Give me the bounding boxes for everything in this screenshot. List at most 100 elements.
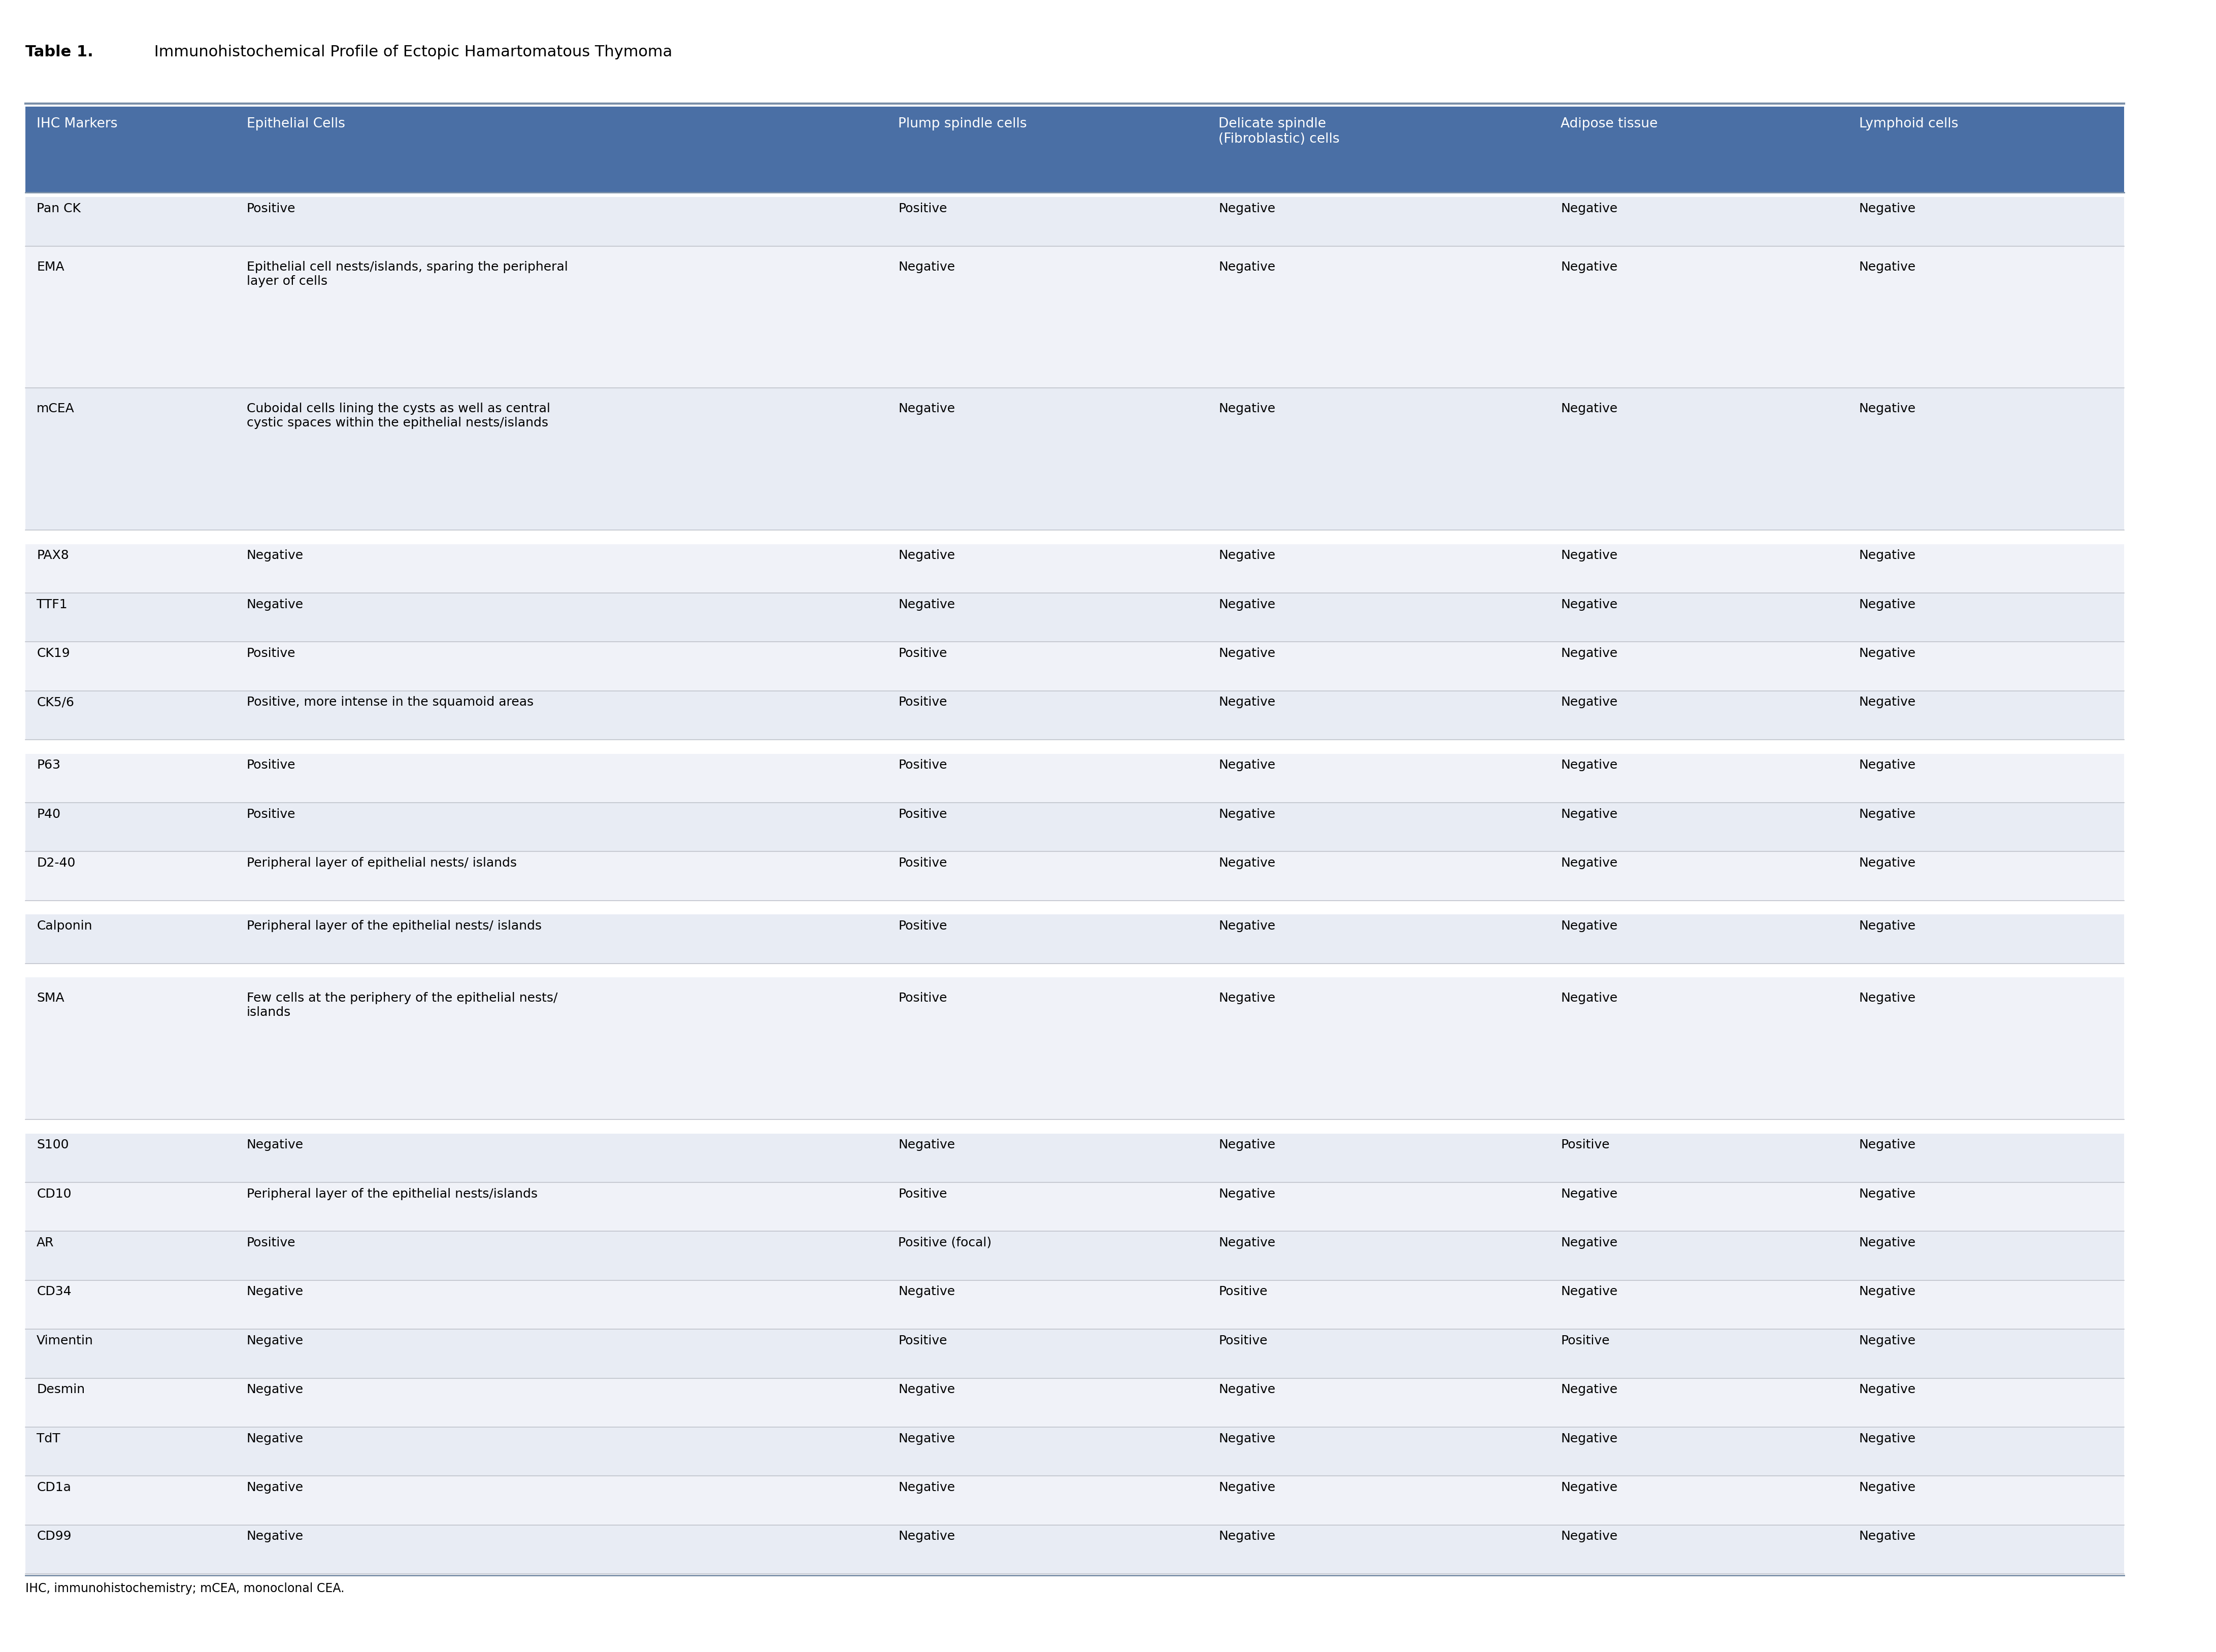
Text: Negative: Negative (1560, 1285, 1618, 1297)
Text: Positive: Positive (246, 648, 295, 659)
Text: Negative: Negative (246, 1285, 304, 1297)
Text: Epithelial cell nests/islands, sparing the peripheral
layer of cells: Epithelial cell nests/islands, sparing t… (246, 261, 567, 287)
Text: Negative: Negative (1859, 857, 1917, 869)
Text: Negative: Negative (1859, 920, 1917, 932)
Text: Negative: Negative (1859, 808, 1917, 819)
Text: Negative: Negative (1859, 1335, 1917, 1346)
Text: Negative: Negative (1859, 203, 1917, 215)
Bar (27, 1133, 2125, 1183)
Text: P63: P63 (38, 758, 60, 771)
Text: Calponin: Calponin (38, 920, 93, 932)
Bar (27, 803, 2125, 852)
Text: CK19: CK19 (38, 648, 71, 659)
Text: Negative: Negative (1859, 1530, 1917, 1541)
Bar (27, 691, 2125, 740)
Text: Negative: Negative (897, 1480, 955, 1493)
Bar (27, 1280, 2125, 1330)
Text: PAX8: PAX8 (38, 548, 69, 562)
Text: EMA: EMA (38, 261, 64, 273)
Text: Negative: Negative (246, 1530, 304, 1541)
Text: Negative: Negative (1560, 203, 1618, 215)
Text: Negative: Negative (1560, 758, 1618, 771)
Bar (27, 852, 2125, 900)
Text: Positive: Positive (897, 991, 946, 1004)
Text: Negative: Negative (1859, 758, 1917, 771)
Text: Negative: Negative (1560, 1188, 1618, 1199)
Text: Negative: Negative (1859, 261, 1917, 273)
Bar (27, 643, 2125, 691)
Text: Negative: Negative (1219, 857, 1276, 869)
Text: Positive: Positive (1560, 1138, 1609, 1151)
Text: Negative: Negative (246, 1480, 304, 1493)
Bar (27, 1231, 2125, 1280)
Text: D2-40: D2-40 (38, 857, 75, 869)
Text: S100: S100 (38, 1138, 69, 1151)
Text: Negative: Negative (1219, 403, 1276, 415)
Text: Negative: Negative (1859, 1383, 1917, 1396)
Text: Negative: Negative (1219, 1432, 1276, 1444)
Text: Negative: Negative (1560, 1383, 1618, 1396)
Text: IHC Markers: IHC Markers (38, 117, 117, 131)
Text: Desmin: Desmin (38, 1383, 84, 1396)
Text: Negative: Negative (1219, 548, 1276, 562)
Text: Negative: Negative (1219, 808, 1276, 819)
Text: Positive: Positive (1219, 1285, 1268, 1297)
Text: AR: AR (38, 1236, 53, 1249)
Text: Negative: Negative (1859, 1138, 1917, 1151)
Text: CD99: CD99 (38, 1530, 71, 1541)
Text: Negative: Negative (1560, 261, 1618, 273)
Text: Negative: Negative (1859, 403, 1917, 415)
Text: Negative: Negative (1560, 648, 1618, 659)
Text: Positive: Positive (897, 920, 946, 932)
Text: Immunohistochemical Profile of Ectopic Hamartomatous Thymoma: Immunohistochemical Profile of Ectopic H… (148, 45, 671, 59)
Text: Negative: Negative (897, 1432, 955, 1444)
Text: Positive: Positive (246, 203, 295, 215)
Text: Epithelial Cells: Epithelial Cells (246, 117, 346, 131)
Bar (27, 1330, 2125, 1378)
Bar (27, 1427, 2125, 1477)
Text: CD10: CD10 (38, 1188, 71, 1199)
Bar (27, 246, 2125, 388)
Text: Negative: Negative (1859, 991, 1917, 1004)
Text: Positive: Positive (246, 758, 295, 771)
Text: Positive: Positive (1219, 1335, 1268, 1346)
Text: Few cells at the periphery of the epithelial nests/
islands: Few cells at the periphery of the epithe… (246, 991, 558, 1018)
Text: Negative: Negative (1560, 1236, 1618, 1249)
Bar (27, 753, 2125, 803)
Text: Adipose tissue: Adipose tissue (1560, 117, 1658, 131)
Text: Positive: Positive (897, 648, 946, 659)
Text: Negative: Negative (1859, 695, 1917, 709)
Text: Negative: Negative (897, 261, 955, 273)
Bar (27, 544, 2125, 593)
Text: Negative: Negative (1560, 920, 1618, 932)
Text: Negative: Negative (246, 548, 304, 562)
Bar (27, 915, 2125, 963)
Text: Negative: Negative (1219, 261, 1276, 273)
Text: Negative: Negative (1859, 1236, 1917, 1249)
Text: Positive: Positive (897, 1188, 946, 1199)
Text: Negative: Negative (1560, 695, 1618, 709)
Text: Positive: Positive (246, 1236, 295, 1249)
Text: Negative: Negative (1560, 857, 1618, 869)
Bar (27, 1378, 2125, 1427)
Text: CD1a: CD1a (38, 1480, 71, 1493)
Bar (27, 1477, 2125, 1525)
Text: Negative: Negative (897, 1285, 955, 1297)
Text: Negative: Negative (1219, 1480, 1276, 1493)
Bar (27, 1525, 2125, 1574)
Text: Negative: Negative (1219, 203, 1276, 215)
Bar (27, 198, 2125, 246)
Text: Negative: Negative (1859, 1480, 1917, 1493)
Text: Negative: Negative (1219, 920, 1276, 932)
Text: IHC, immunohistochemistry; mCEA, monoclonal CEA.: IHC, immunohistochemistry; mCEA, monoclo… (27, 1583, 346, 1594)
Text: Pan CK: Pan CK (38, 203, 80, 215)
Text: Positive: Positive (1560, 1335, 1609, 1346)
Text: Peripheral layer of the epithelial nests/islands: Peripheral layer of the epithelial nests… (246, 1188, 538, 1199)
Text: Table 1.: Table 1. (27, 45, 93, 59)
Text: Negative: Negative (1859, 1188, 1917, 1199)
Text: Negative: Negative (1560, 991, 1618, 1004)
Text: Negative: Negative (1560, 1432, 1618, 1444)
Text: Negative: Negative (897, 598, 955, 610)
Text: Vimentin: Vimentin (38, 1335, 93, 1346)
Text: Negative: Negative (1219, 648, 1276, 659)
